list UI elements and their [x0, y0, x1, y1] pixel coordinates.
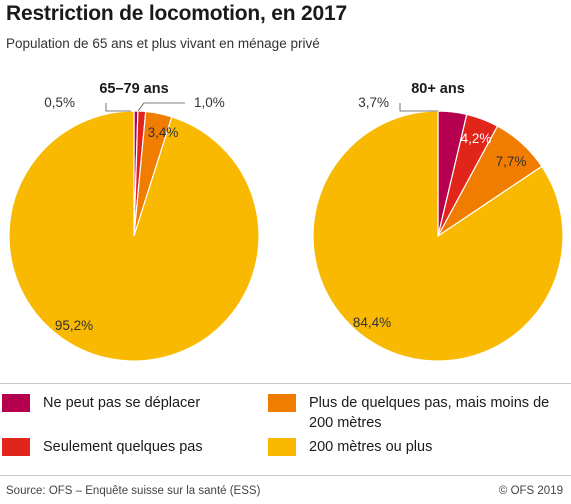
legend-item-some-steps: Plus de quelques pas, mais moins de 200 …	[268, 393, 568, 433]
pie-1-value-label-1: 0,5%	[44, 95, 75, 110]
legend-swatch-some-steps	[268, 394, 296, 412]
legend-item-few-steps: Seulement quelques pas	[2, 437, 203, 457]
legend-item-over-200: 200 mètres ou plus	[268, 437, 432, 457]
pie-2-slice-4	[312, 110, 564, 362]
pie-1-value-label-3: 3,4%	[148, 125, 179, 140]
chart-title: Restriction de locomotion, en 2017	[6, 2, 347, 25]
pie-2-leader-1	[399, 103, 438, 112]
legend-label-over-200: 200 mètres ou plus	[309, 439, 433, 455]
pie-charts: 65–79 ans 0,5% 1,0% 3,4% 95,2% 80+ ans 3,7% 4,2…	[8, 81, 564, 362]
pie-1-title: 65–79 ans	[99, 81, 168, 97]
pie-1-leader-2	[137, 102, 185, 112]
copyright-note: © OFS 2019	[498, 485, 563, 497]
pie-2-value-label-1: 3,7%	[358, 95, 389, 110]
legend-label-cannot-move: Ne peut pas se déplacer	[43, 395, 201, 411]
source-note: Source: OFS – Enquête suisse sur la sant…	[6, 485, 261, 497]
pie-1-slice-4	[8, 110, 260, 362]
pie-2-value-label-3: 7,7%	[496, 154, 527, 169]
pie-1-leader-1	[105, 103, 131, 112]
pie-2-value-label-2: 4,2%	[461, 131, 492, 146]
legend-divider	[0, 383, 571, 384]
legend-label-some-steps: Plus de quelques pas, mais moins de 200 …	[309, 395, 550, 431]
chart-subtitle: Population de 65 ans et plus vivant en m…	[6, 36, 320, 51]
pie-1-value-label-2: 1,0%	[194, 95, 225, 110]
footer-divider	[0, 475, 571, 476]
legend-swatch-cannot-move	[2, 394, 30, 412]
pie-2-value-label-4: 84,4%	[353, 315, 391, 330]
legend-item-cannot-move: Ne peut pas se déplacer	[2, 393, 200, 413]
pie-2-title: 80+ ans	[411, 81, 465, 97]
pie-1-value-label-4: 95,2%	[55, 318, 93, 333]
legend-swatch-few-steps	[2, 438, 30, 456]
legend-swatch-over-200	[268, 438, 296, 456]
legend-label-few-steps: Seulement quelques pas	[43, 439, 203, 455]
